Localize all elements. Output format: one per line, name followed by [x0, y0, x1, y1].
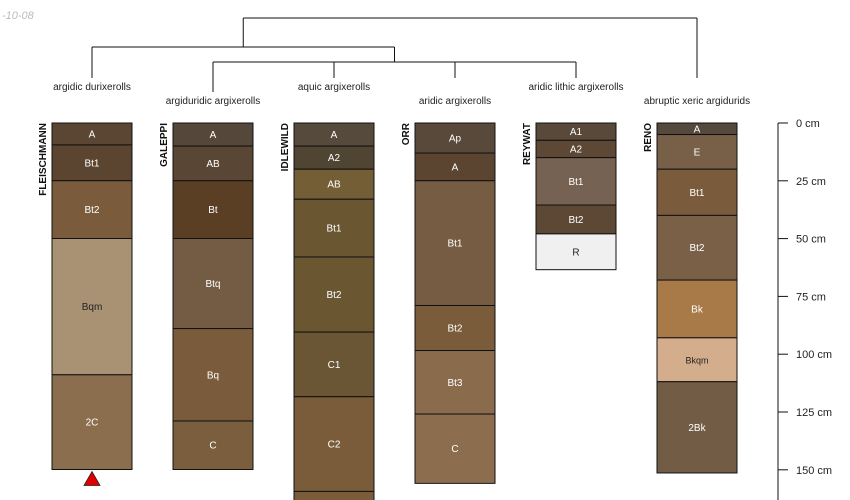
date-label: -10-08 [2, 10, 35, 22]
horizon-label: Bt2 [447, 324, 462, 335]
horizon-label: Bt1 [568, 177, 583, 188]
horizon-label: A [331, 130, 338, 141]
depth-axis: 0 cm 25 cm 50 cm 75 cm 100 cm 125 cm 150 cm [777, 118, 832, 500]
profile-name: GALEPPI [159, 123, 170, 167]
horizon-band [293, 256, 375, 333]
taxon-label: abruptic xeric argidurids [644, 96, 750, 107]
taxon-label: argiduridic argixerolls [166, 96, 260, 107]
taxon-label: aridic lithic argixerolls [528, 82, 623, 93]
horizon-band [293, 490, 375, 500]
horizon-label: Bt2 [568, 215, 583, 226]
horizon-label: Bt2 [84, 205, 99, 216]
dendrogram [91, 17, 698, 92]
depth-tick-label: 0 cm [796, 118, 820, 130]
soil-profiles: argidic durixerolls A Bt1 Bt2 Bqm 2C FLEISCHMA… [38, 82, 750, 500]
horizon-label: C [209, 441, 216, 452]
horizon-band [656, 214, 738, 281]
horizon-band [51, 238, 133, 376]
horizon-label: AB [327, 180, 341, 191]
soil-profile: argiduridic argixerolls A AB Bt Btq Bq C GALEPP… [159, 96, 260, 470]
soil-profile: aridic lithic argixerolls A1 A2 Bt1 Bt2 R REYW… [522, 82, 624, 271]
horizon-band [51, 374, 133, 471]
horizon-label: Bt1 [84, 158, 99, 169]
horizon-label: A [210, 130, 217, 141]
taxon-label: aquic argixerolls [298, 82, 370, 93]
horizon-label: Bt1 [447, 239, 462, 250]
profile-name: FLEISCHMANN [38, 123, 49, 196]
profile-name: ORR [401, 122, 412, 145]
horizon-label: Bt2 [326, 290, 341, 301]
horizon-label: E [694, 147, 701, 158]
horizon-label: 2C [86, 418, 99, 429]
horizon-label: C [451, 444, 458, 455]
horizon-label: Bq [207, 370, 219, 381]
horizon-band [414, 180, 496, 306]
taxon-label: argidic durixerolls [53, 82, 131, 93]
taxon-label: aridic argixerolls [419, 96, 491, 107]
horizon-band [293, 198, 375, 258]
soil-profile: aridic argixerolls Ap A Bt1 Bt2 Bt3 C ORR [401, 96, 496, 484]
horizon-label: Bt3 [447, 378, 462, 389]
horizon-label: A1 [570, 127, 583, 138]
soil-profile: abruptic xeric argidurids A E Bt1 Bt2 Bk Bkqm 2… [643, 96, 750, 474]
horizon-label: A [89, 129, 96, 140]
horizon-label: AB [206, 159, 220, 170]
profile-name: REYWAT [522, 123, 533, 165]
horizon-label: C2 [328, 440, 341, 451]
depth-tick-label: 100 cm [796, 349, 832, 361]
profile-name: IDLEWILD [280, 123, 291, 171]
horizon-band [414, 350, 496, 415]
depth-tick-label: 75 cm [796, 291, 826, 303]
horizon-label: 2Bk [688, 423, 706, 434]
horizon-label: A [452, 162, 459, 173]
horizon-band [172, 180, 254, 239]
horizon-band [656, 134, 738, 170]
horizon-band [535, 233, 617, 271]
horizon-band [51, 144, 133, 182]
horizon-label: A [694, 124, 701, 135]
horizon-band [656, 279, 738, 339]
horizon-label: A2 [570, 144, 583, 155]
horizon-band [535, 157, 617, 206]
horizon-label: Bt2 [689, 243, 704, 254]
horizon-label: Bt1 [689, 188, 704, 199]
marker-triangle-icon [83, 470, 101, 486]
horizon-label: Bk [691, 304, 704, 315]
depth-tick-label: 150 cm [796, 465, 832, 477]
horizon-band [172, 328, 254, 422]
horizon-band [656, 381, 738, 474]
horizon-band [172, 145, 254, 182]
horizon-label: Bt [208, 205, 218, 216]
depth-tick-label: 25 cm [796, 176, 826, 188]
horizon-label: A2 [328, 153, 341, 164]
horizon-band [293, 168, 375, 200]
horizon-label: R [572, 247, 579, 258]
horizon-band [414, 122, 496, 154]
soil-profile: argidic durixerolls A Bt1 Bt2 Bqm 2C FLEISCHMA… [38, 82, 133, 486]
depth-tick-label: 50 cm [796, 234, 826, 246]
horizon-label: Ap [449, 134, 462, 145]
horizon-band [172, 420, 254, 470]
horizon-band [293, 331, 375, 398]
profile-name: RENO [643, 123, 654, 152]
horizon-band [656, 337, 738, 383]
horizon-label: Bkqm [685, 355, 708, 365]
soil-profile: aquic argixerolls A A2 AB Bt1 Bt2 C1 C2 IDLEWILD [280, 82, 375, 500]
horizon-band [172, 238, 254, 330]
horizon-band [414, 413, 496, 484]
horizon-label: Bt1 [326, 224, 341, 235]
horizon-band [535, 204, 617, 235]
horizon-band [414, 304, 496, 352]
horizon-label: Btq [205, 279, 220, 290]
horizon-label: C1 [328, 360, 341, 371]
horizon-label: Bqm [82, 302, 103, 313]
horizon-band [51, 180, 133, 239]
horizon-band [656, 168, 738, 216]
depth-tick-label: 125 cm [796, 407, 832, 419]
